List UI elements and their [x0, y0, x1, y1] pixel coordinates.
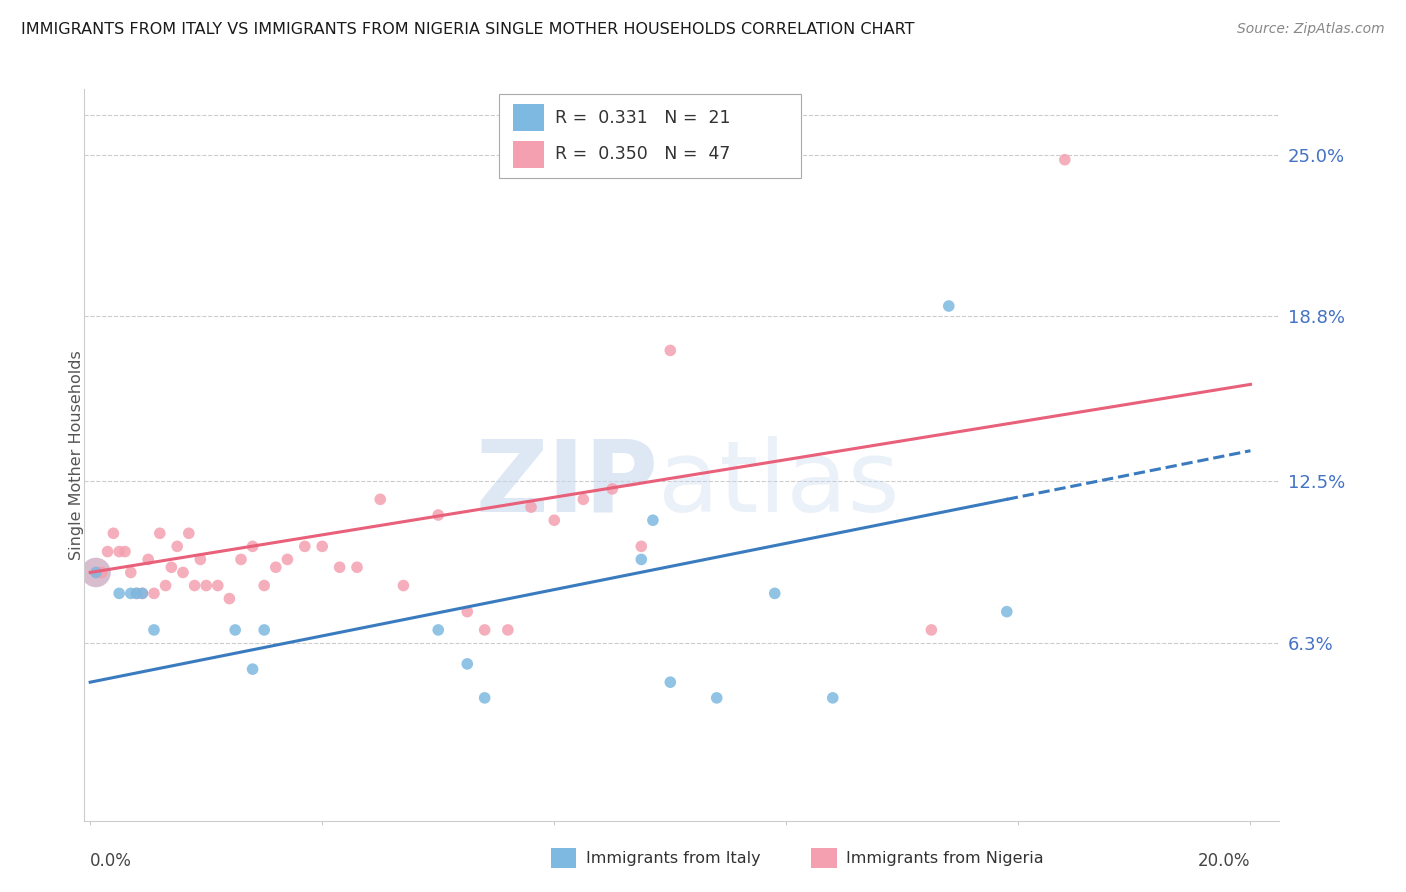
Point [474, 623, 496, 637]
Point [706, 690, 728, 705]
Point [821, 690, 844, 705]
Point [920, 623, 942, 637]
Y-axis label: Single Mother Households: Single Mother Households [69, 350, 83, 560]
Point [427, 508, 450, 522]
Text: R =  0.350   N =  47: R = 0.350 N = 47 [555, 145, 731, 163]
Point [143, 623, 166, 637]
Point [1053, 153, 1076, 167]
Point [108, 586, 131, 600]
Point [496, 623, 519, 637]
Point [456, 605, 478, 619]
Point [630, 552, 652, 566]
Point [190, 552, 212, 566]
Point [427, 623, 450, 637]
Point [938, 299, 960, 313]
Point [131, 586, 153, 600]
Point [108, 544, 131, 558]
Point [600, 482, 623, 496]
Point [218, 591, 240, 606]
Point [311, 539, 333, 553]
Point [160, 560, 183, 574]
Point [242, 539, 264, 553]
Point [166, 539, 188, 553]
Point [276, 552, 298, 566]
Point [264, 560, 287, 574]
Text: Immigrants from Nigeria: Immigrants from Nigeria [846, 851, 1045, 865]
Point [346, 560, 368, 574]
Point [143, 586, 166, 600]
Point [84, 566, 107, 580]
Point [543, 513, 565, 527]
Point [149, 526, 172, 541]
Point [253, 623, 276, 637]
Point [125, 586, 148, 600]
Point [114, 544, 136, 558]
Point [183, 578, 205, 592]
Text: Source: ZipAtlas.com: Source: ZipAtlas.com [1237, 22, 1385, 37]
Point [120, 566, 142, 580]
Point [84, 566, 107, 580]
Point [84, 566, 107, 580]
Point [120, 586, 142, 600]
Point [97, 544, 120, 558]
Point [90, 566, 112, 580]
Text: Immigrants from Italy: Immigrants from Italy [586, 851, 761, 865]
Point [224, 623, 246, 637]
Point [474, 690, 496, 705]
Point [131, 586, 153, 600]
Point [641, 513, 664, 527]
Text: 20.0%: 20.0% [1198, 852, 1250, 870]
Point [630, 539, 652, 553]
Point [368, 492, 391, 507]
Point [136, 552, 159, 566]
Point [659, 343, 682, 358]
Text: IMMIGRANTS FROM ITALY VS IMMIGRANTS FROM NIGERIA SINGLE MOTHER HOUSEHOLDS CORREL: IMMIGRANTS FROM ITALY VS IMMIGRANTS FROM… [21, 22, 914, 37]
Point [456, 657, 478, 671]
Point [177, 526, 200, 541]
Point [125, 586, 148, 600]
Text: R =  0.331   N =  21: R = 0.331 N = 21 [555, 109, 731, 127]
Text: atlas: atlas [658, 435, 900, 533]
Point [572, 492, 595, 507]
Text: 0.0%: 0.0% [90, 852, 132, 870]
Point [392, 578, 415, 592]
Point [763, 586, 786, 600]
Point [253, 578, 276, 592]
Point [84, 566, 107, 580]
Point [242, 662, 264, 676]
Point [995, 605, 1018, 619]
Point [294, 539, 316, 553]
Point [229, 552, 252, 566]
Point [659, 675, 682, 690]
Point [207, 578, 229, 592]
Point [172, 566, 194, 580]
Point [155, 578, 177, 592]
Point [520, 500, 543, 515]
Point [103, 526, 125, 541]
Text: ZIP: ZIP [475, 435, 658, 533]
Point [195, 578, 218, 592]
Point [329, 560, 352, 574]
